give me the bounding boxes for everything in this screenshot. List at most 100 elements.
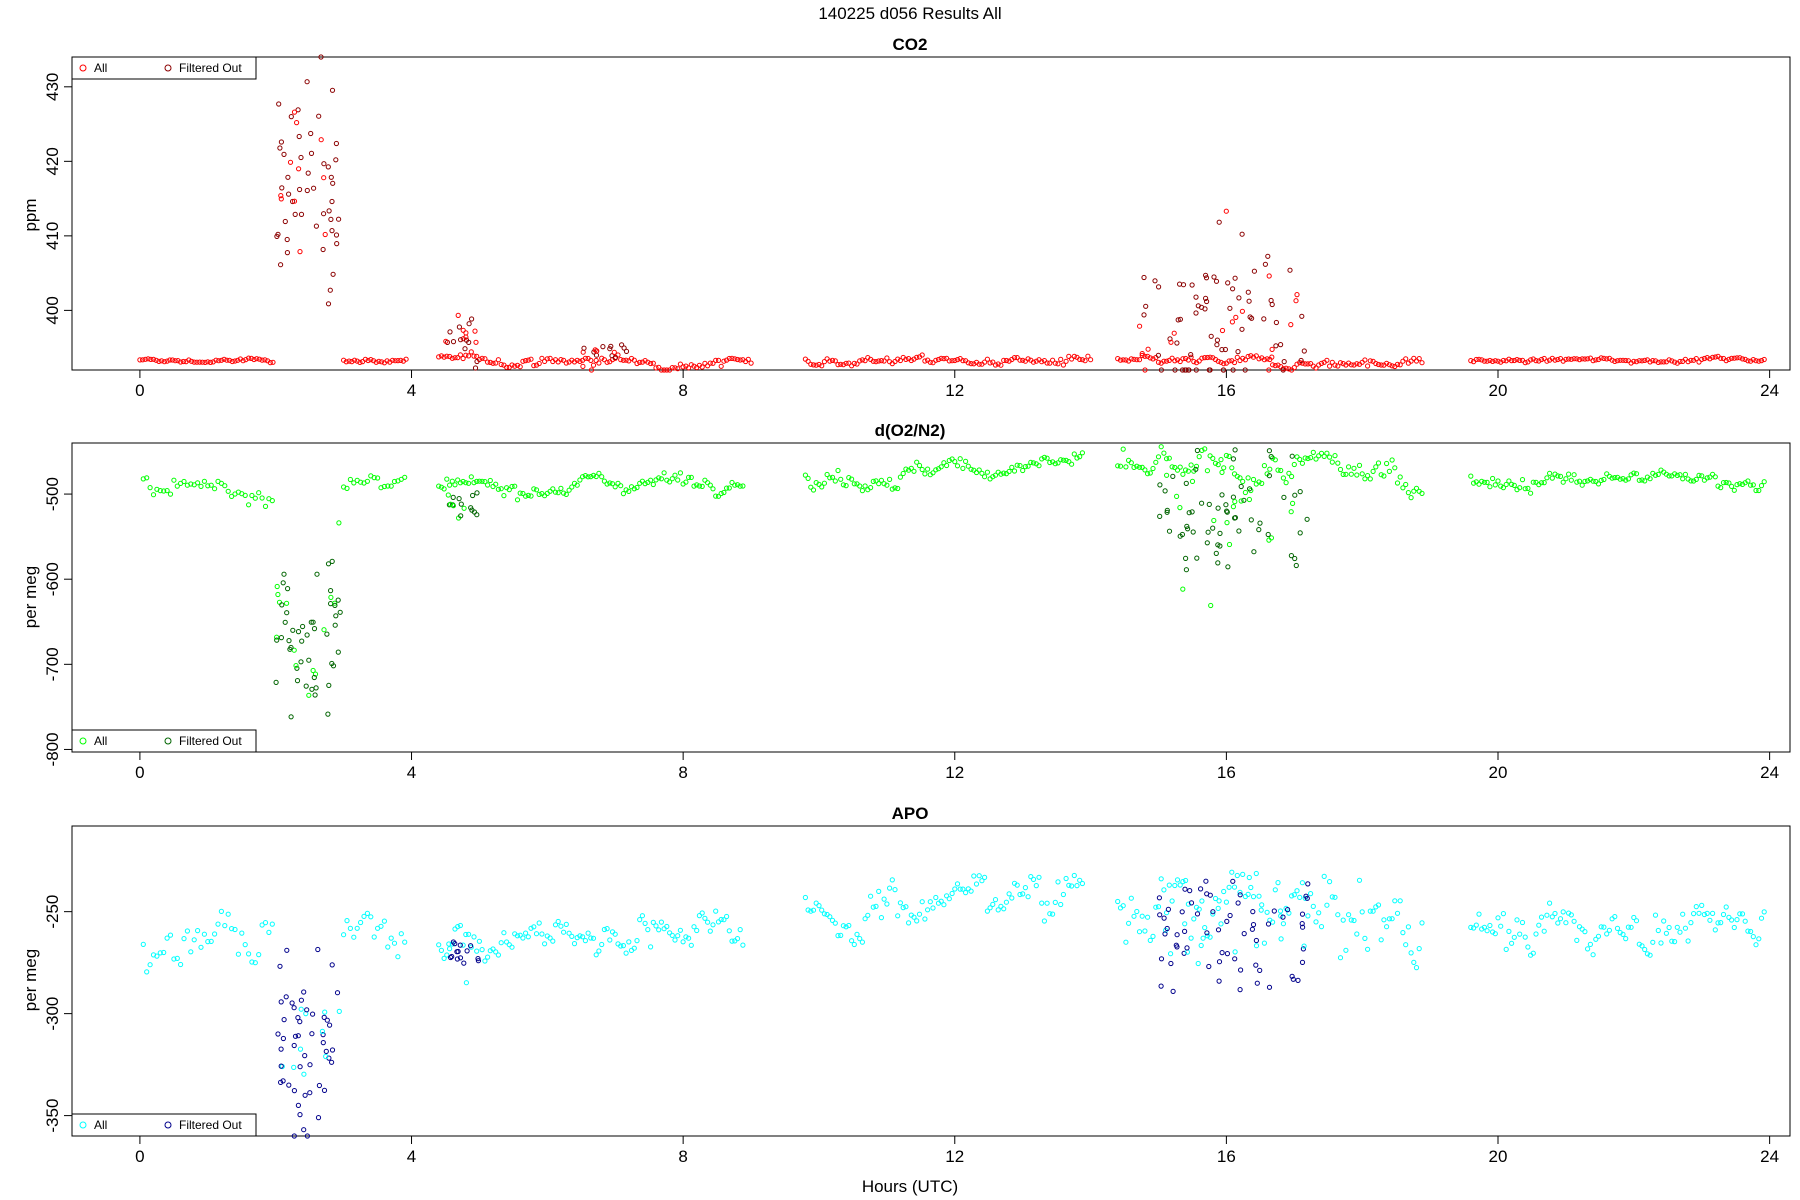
point-o2n2-267 [1063, 457, 1069, 463]
point-co2-45 [259, 357, 265, 363]
point-o2n2-232 [968, 466, 974, 472]
point-o2n2-204 [892, 485, 898, 491]
point-apo-500 [295, 1033, 301, 1039]
point-co2-446 [1568, 356, 1574, 362]
point-apo-320 [1240, 871, 1246, 878]
point-co2-632 [1203, 272, 1209, 278]
point-o2n2-650 [1232, 499, 1238, 505]
point-apo-437 [1604, 931, 1610, 937]
y-tick-label-co2-3: 430 [43, 73, 62, 101]
point-o2n2-534 [275, 591, 281, 598]
point-co2-102 [512, 363, 518, 369]
point-co2-467 [1625, 358, 1632, 364]
point-apo-300 [1185, 901, 1192, 907]
point-co2-354 [1272, 363, 1278, 369]
point-apo-203 [889, 877, 895, 883]
point-co2-366 [1305, 361, 1311, 367]
point-o2n2-73 [476, 478, 482, 484]
point-co2-426 [1514, 357, 1520, 363]
point-apo-5 [157, 950, 163, 956]
point-o2n2-57 [402, 474, 408, 480]
point-apo-87 [514, 933, 521, 939]
point-apo-497 [301, 1071, 307, 1077]
point-co2-46 [262, 357, 268, 363]
point-apo-31 [246, 951, 252, 957]
point-co2-62 [373, 359, 379, 365]
point-o2n2-145 [672, 472, 678, 478]
point-apo-305 [1199, 898, 1205, 904]
point-co2-663 [1269, 346, 1275, 352]
point-co2-515 [1756, 358, 1762, 364]
panel-apo: APO per meg 0 4 8 12 16 20 24-250-300-350 All F… [21, 804, 1791, 1166]
point-apo-244 [1001, 906, 1007, 912]
point-o2n2-471 [1696, 472, 1702, 478]
point-apo-445 [1625, 924, 1632, 930]
point-co2-648 [1193, 310, 1199, 316]
point-co2-361 [1291, 365, 1297, 371]
point-o2n2-191 [857, 483, 863, 489]
point-co2-58 [362, 356, 368, 362]
point-o2n2-272 [1077, 454, 1083, 460]
point-apo-277 [1123, 939, 1129, 945]
point-apo-350 [1321, 873, 1327, 880]
point-o2n2-121 [607, 480, 613, 486]
point-co2-22 [197, 359, 203, 365]
point-co2-590 [458, 337, 464, 343]
point-apo-78 [490, 946, 496, 952]
point-co2-431 [1528, 357, 1534, 363]
point-co2-95 [493, 360, 499, 366]
point-co2-106 [523, 358, 529, 364]
point-o2n2-550 [280, 580, 286, 586]
point-co2-261 [995, 361, 1001, 367]
point-o2n2-201 [884, 482, 890, 488]
point-apo-502 [292, 1033, 299, 1039]
point-co2-70 [395, 358, 401, 364]
point-o2n2-593 [1194, 447, 1201, 454]
point-co2-434 [1536, 358, 1542, 364]
point-apo-111 [580, 934, 586, 940]
point-co2-676 [1143, 303, 1149, 309]
x-tick-label-apo-2: 8 [678, 1147, 687, 1166]
point-co2-224 [895, 356, 901, 362]
point-o2n2-349 [1318, 450, 1325, 456]
point-co2-279 [1044, 360, 1050, 366]
point-o2n2-379 [1400, 485, 1406, 491]
x-tick-label-apo-3: 12 [945, 1147, 964, 1166]
point-co2-60 [368, 357, 374, 363]
point-co2-319 [1177, 358, 1183, 365]
point-co2-208 [851, 360, 857, 366]
y-tick-label-apo-1: -300 [43, 997, 62, 1031]
point-o2n2-49 [375, 475, 381, 481]
point-o2n2-579 [1297, 489, 1303, 495]
point-o2n2-598 [1157, 482, 1163, 488]
point-co2-696 [1235, 349, 1241, 355]
point-o2n2-119 [601, 478, 608, 484]
legend-label-all-o2n2: All [94, 734, 107, 748]
point-o2n2-436 [1601, 476, 1607, 483]
point-apo-615 [1164, 925, 1170, 932]
legend-marker-filtered-o2n2 [164, 737, 172, 745]
point-o2n2-193 [862, 483, 868, 489]
point-apo-68 [463, 931, 469, 938]
x-axis-label: Hours (UTC) [862, 1177, 958, 1196]
point-apo-30 [242, 942, 248, 948]
point-o2n2-113 [585, 474, 591, 480]
legend-marker-all-apo [79, 1121, 87, 1129]
point-o2n2-313 [1221, 465, 1227, 471]
point-o2n2-566 [458, 501, 464, 507]
point-apo-601 [1179, 909, 1185, 915]
point-co2-320 [1180, 356, 1186, 362]
point-co2-694 [1233, 314, 1239, 320]
point-co2-575 [296, 133, 302, 140]
point-co2-188 [745, 356, 751, 362]
point-o2n2-523 [333, 613, 339, 619]
point-co2-42 [251, 356, 257, 363]
point-o2n2-189 [851, 481, 857, 487]
point-co2-503 [1723, 358, 1729, 364]
point-co2-680 [1287, 267, 1293, 273]
plot-frame-co2 [71, 56, 1791, 371]
point-co2-12 [169, 357, 176, 363]
point-apo-33 [252, 960, 258, 966]
point-o2n2-613 [1162, 488, 1168, 494]
